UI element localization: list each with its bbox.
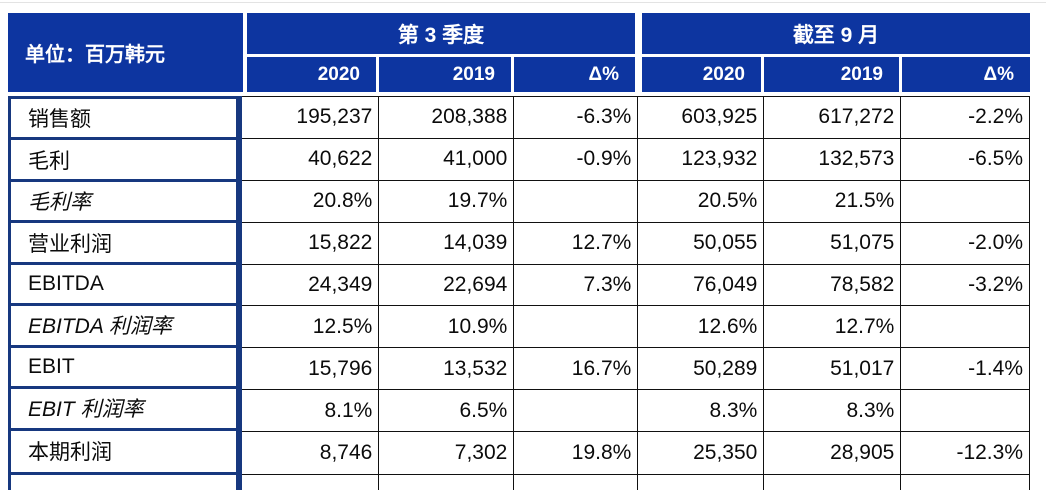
row-label: EBIT (11, 348, 237, 390)
table-cell: 40,622 (242, 138, 380, 181)
table-cell: 24,349 (242, 264, 380, 307)
table-cell: -3.2% (901, 265, 1029, 307)
header-gap (635, 13, 642, 92)
row-label: 毛利 (11, 140, 237, 182)
table-cell: -6.5% (901, 139, 1029, 181)
col-header-2019: 2019 (764, 57, 899, 92)
unit-label-cell: 单位：百万韩元 (8, 13, 243, 92)
table-cell: 28,905 (764, 432, 902, 474)
table-cell: 10.9% (379, 306, 515, 349)
table-cell: 50,289 (638, 348, 765, 391)
table-header: 单位：百万韩元 第 3 季度 2020 2019 Δ% 截至 9 月 2020 … (8, 13, 1030, 92)
table-cell: 25,350 (638, 432, 765, 474)
table-body: 销售额 毛利 毛利率 营业利润 EBITDA EBITDA 利润率 EBIT E… (8, 96, 1030, 475)
table-cell: 7,302 (379, 432, 515, 474)
column-group-ytd: 截至 9 月 2020 2019 Δ% (642, 13, 1030, 92)
table-cell: 123,932 (638, 138, 765, 181)
table-cell: 12.7% (764, 306, 902, 349)
group-title-q3: 第 3 季度 (247, 13, 635, 54)
column-group-q3: 第 3 季度 2020 2019 Δ% (247, 13, 635, 92)
table-cell: 16.7% (514, 348, 639, 391)
table-cell: 12.6% (638, 306, 765, 349)
table-cell: 14,039 (379, 222, 515, 265)
table-cell (901, 306, 1029, 349)
table-cell: 13,532 (379, 348, 515, 391)
table-cell: 208,388 (379, 97, 515, 139)
table-cell: 41,000 (379, 138, 515, 181)
table-cell: -2.2% (901, 97, 1029, 139)
table-cell: 22,694 (379, 264, 515, 307)
table-cell: 8,746 (242, 432, 380, 474)
table-cell: -2.0% (901, 223, 1029, 265)
row-label: EBITDA 利润率 (11, 306, 237, 348)
col-header-delta: Δ% (902, 57, 1030, 92)
row-label: 销售额 (11, 99, 237, 141)
table-cell: 50,055 (638, 222, 765, 265)
table-cell (901, 181, 1029, 223)
cutoff-gridline-stubs (8, 475, 1030, 490)
table-cell: 15,796 (242, 348, 380, 391)
row-label: EBIT 利润率 (11, 389, 237, 431)
table-cell (514, 180, 639, 223)
subheader-row-ytd: 2020 2019 Δ% (642, 57, 1030, 92)
table-cell: 132,573 (764, 138, 902, 181)
table-cell: 19.8% (514, 432, 639, 474)
table-cell: -6.3% (514, 97, 639, 139)
table-cell: 6.5% (379, 390, 515, 433)
table-cell: -0.9% (514, 138, 639, 181)
table-cell: 76,049 (638, 264, 765, 307)
label-column-stub (8, 475, 243, 490)
table-cell: 20.8% (242, 180, 380, 223)
table-cell: 8.3% (764, 390, 902, 433)
table-cell: 603,925 (638, 97, 765, 139)
table-cell: 78,582 (764, 264, 902, 307)
data-column-stubs (242, 475, 1030, 490)
table-cell: 12.7% (514, 222, 639, 265)
table-cell (514, 306, 639, 349)
table-cell (901, 390, 1029, 433)
col-header-2020: 2020 (642, 57, 761, 92)
table-cell: 20.5% (638, 180, 765, 223)
table-cell (514, 390, 639, 433)
table-cell: 19.7% (379, 180, 515, 223)
data-grid: 195,237 208,388 -6.3% 603,925 617,272 -2… (242, 96, 1030, 475)
subheader-row-q3: 2020 2019 Δ% (247, 57, 635, 92)
row-label: 营业利润 (11, 223, 237, 265)
col-header-2020: 2020 (247, 57, 376, 92)
table-cell: 12.5% (242, 306, 380, 349)
table-cell: 8.3% (638, 390, 765, 433)
row-label-column: 销售额 毛利 毛利率 营业利润 EBITDA EBITDA 利润率 EBIT E… (8, 96, 243, 475)
row-label: 毛利率 (11, 182, 237, 224)
table-cell: 15,822 (242, 222, 380, 265)
col-header-delta: Δ% (514, 57, 635, 92)
col-header-2019: 2019 (379, 57, 511, 92)
table-cell: 7.3% (514, 264, 639, 307)
table-cell: -1.4% (901, 348, 1029, 391)
top-hairline (0, 2, 1046, 3)
row-label: 本期利润 (28, 441, 112, 465)
table-cell: 51,075 (764, 222, 902, 265)
table-cell: 617,272 (764, 97, 902, 139)
row-label: EBITDA (11, 265, 237, 307)
table-cell: 51,017 (764, 348, 902, 391)
table-cell: -12.3% (956, 441, 1023, 465)
group-title-ytd: 截至 9 月 (642, 13, 1030, 54)
table-cell: 21.5% (764, 180, 902, 223)
table-cell: 8.1% (242, 390, 380, 433)
table-cell: 195,237 (242, 97, 380, 139)
unit-label: 单位：百万韩元 (25, 44, 165, 66)
